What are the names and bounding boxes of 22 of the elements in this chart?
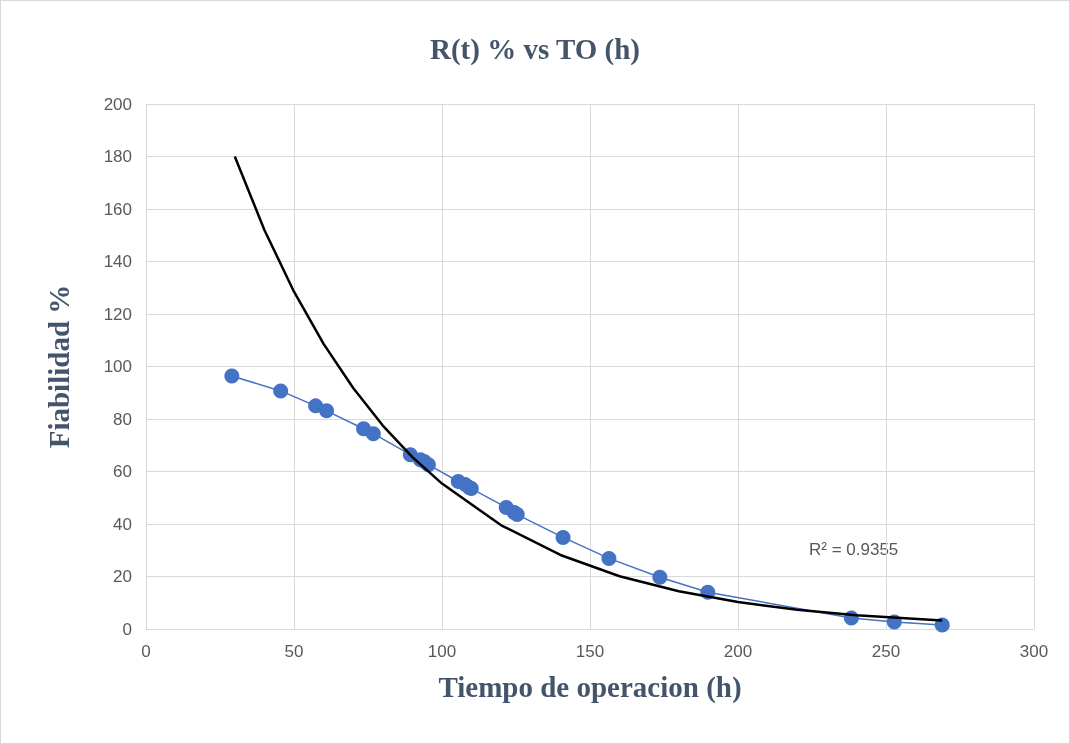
x-tick-label: 50: [284, 642, 304, 661]
x-tick-label: 250: [871, 642, 901, 661]
y-axis-title: Fiabilidad %: [42, 284, 75, 449]
x-tick-label: 300: [1019, 642, 1049, 661]
chart-title: R(t) % vs TO (h): [430, 32, 640, 66]
x-tick-label: 150: [575, 642, 605, 661]
y-tick-label: 60: [113, 462, 132, 481]
annotation: R² = 0.9355: [809, 540, 899, 559]
x-axis-title: Tiempo de operacion (h): [438, 670, 742, 704]
y-tick-label: 180: [103, 147, 132, 166]
y-tick-label: 40: [113, 514, 132, 534]
y-tick-label: 140: [103, 252, 132, 271]
x-tick-label: 100: [427, 642, 457, 661]
y-tick-label: 100: [103, 357, 132, 376]
y-tick-label: 120: [103, 304, 132, 324]
x-tick-label: 0: [141, 642, 151, 661]
y-tick-label: 20: [113, 567, 132, 586]
y-tick-label: 200: [103, 94, 132, 114]
x-tick-label: 200: [723, 642, 753, 661]
y-tick-label: 80: [113, 409, 132, 429]
y-tick-label: 0: [122, 619, 132, 639]
y-tick-label: 160: [103, 199, 132, 219]
